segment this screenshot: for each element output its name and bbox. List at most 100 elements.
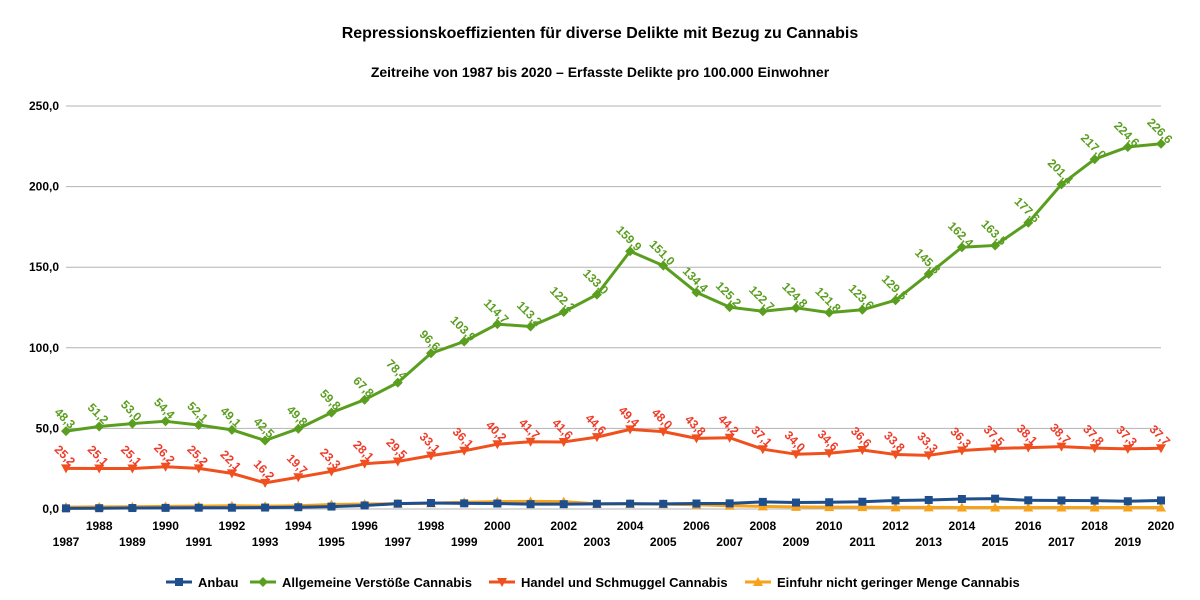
- legend-label: Einfuhr nicht geringer Menge Cannabis: [777, 575, 1020, 590]
- data-point: [991, 494, 1000, 503]
- y-tick-label: 250,0: [29, 99, 59, 113]
- data-point: [1089, 502, 1100, 512]
- y-axis-ticks: 0,0 50,0 100,0 150,0 200,0 250,0: [29, 99, 59, 516]
- data-point: [990, 444, 1001, 454]
- legend-marker: [175, 578, 183, 586]
- x-tick-label: 2019: [1114, 535, 1141, 549]
- x-tick-label: 2012: [882, 519, 909, 533]
- data-point: [1024, 496, 1033, 505]
- data-label: 49,4: [616, 403, 643, 430]
- chart-title: Repressionskoeffizienten für diverse Del…: [342, 25, 859, 42]
- data-label: 33,8: [881, 428, 908, 455]
- data-point: [858, 497, 867, 506]
- data-point: [825, 498, 834, 507]
- x-tick-label: 1994: [285, 519, 312, 533]
- data-point: [160, 462, 171, 472]
- data-point: [393, 499, 402, 508]
- x-tick-label: 2015: [982, 535, 1009, 549]
- data-point: [95, 504, 104, 513]
- data-point: [426, 348, 436, 359]
- x-tick-label: 1993: [252, 535, 279, 549]
- chart-subtitle: Zeitreihe von 1987 bis 2020 – Erfasste D…: [371, 64, 830, 80]
- x-tick-label: 2020: [1148, 519, 1175, 533]
- x-tick-label: 2006: [683, 519, 710, 533]
- series-layer: [61, 138, 1166, 513]
- data-point: [558, 307, 569, 318]
- series-line: [65, 497, 1162, 510]
- data-point: [1023, 502, 1034, 512]
- legend-label: Anbau: [198, 575, 239, 590]
- data-point: [724, 302, 735, 313]
- data-label: 28,1: [350, 438, 377, 465]
- x-tick-label: 2008: [749, 519, 776, 533]
- data-point: [891, 496, 900, 505]
- data-point: [227, 503, 236, 512]
- data-point: [1156, 502, 1166, 512]
- data-point: [61, 426, 71, 437]
- x-tick-label: 1987: [53, 535, 80, 549]
- x-tick-label: 1990: [152, 519, 179, 533]
- data-label: 19,7: [284, 451, 311, 478]
- data-label: 78,4: [383, 357, 410, 384]
- data-label: 25,2: [184, 442, 211, 469]
- data-label: 38,7: [1047, 421, 1074, 448]
- x-tick-label: 2007: [716, 535, 743, 549]
- data-point: [1089, 444, 1100, 454]
- data-point: [193, 464, 204, 474]
- data-point: [1122, 502, 1133, 512]
- data-point: [1056, 502, 1067, 512]
- data-point: [359, 459, 370, 469]
- data-label: 34,0: [782, 428, 809, 455]
- data-label: 33,1: [417, 430, 444, 457]
- data-point: [360, 501, 369, 510]
- x-tick-label: 1992: [219, 519, 246, 533]
- data-label: 54,4: [151, 395, 178, 422]
- x-tick-label: 2017: [1048, 535, 1075, 549]
- data-point: [492, 319, 503, 330]
- data-point: [426, 451, 436, 461]
- data-point: [327, 502, 336, 511]
- x-tick-label: 1998: [418, 519, 445, 533]
- data-point: [392, 377, 403, 388]
- data-point: [1090, 496, 1099, 505]
- data-point: [757, 501, 768, 511]
- data-label: 49,1: [218, 404, 245, 431]
- data-point: [1156, 444, 1166, 454]
- data-point: [260, 435, 271, 446]
- legend-label: Handel und Schmuggel Cannabis: [521, 575, 728, 590]
- data-label: 37,7: [1147, 422, 1174, 449]
- data-point: [857, 446, 868, 456]
- data-point: [261, 503, 270, 512]
- data-point: [757, 306, 768, 317]
- data-label: 25,2: [52, 442, 79, 469]
- data-point: [326, 467, 337, 477]
- data-point: [757, 445, 768, 455]
- legend-marker: [258, 577, 268, 587]
- data-point: [194, 503, 203, 512]
- data-label: 25,1: [118, 443, 145, 470]
- data-label: 25,1: [85, 443, 112, 470]
- data-label: 53,0: [118, 398, 145, 425]
- x-tick-label: 2013: [915, 535, 942, 549]
- data-point: [592, 499, 601, 508]
- data-point: [1023, 443, 1034, 453]
- data-point: [161, 503, 170, 512]
- data-label: 40,2: [483, 418, 510, 445]
- y-tick-label: 0,0: [42, 502, 59, 516]
- data-point: [127, 464, 138, 474]
- x-tick-label: 2011: [849, 535, 875, 549]
- data-point: [890, 295, 901, 306]
- data-point: [824, 449, 835, 459]
- data-point: [824, 307, 835, 318]
- data-point: [923, 502, 934, 512]
- x-axis-ticks: 1987 1988 1989 1990 1991 1992 1993 1994 1995 1996…: [53, 519, 1175, 549]
- x-tick-label: 1991: [185, 535, 212, 549]
- x-tick-label: 2004: [617, 519, 644, 533]
- data-point: [626, 499, 635, 508]
- data-point: [1056, 442, 1067, 452]
- data-point: [1089, 154, 1100, 165]
- x-tick-label: 2016: [1015, 519, 1042, 533]
- data-point: [94, 421, 105, 432]
- data-point: [193, 420, 204, 431]
